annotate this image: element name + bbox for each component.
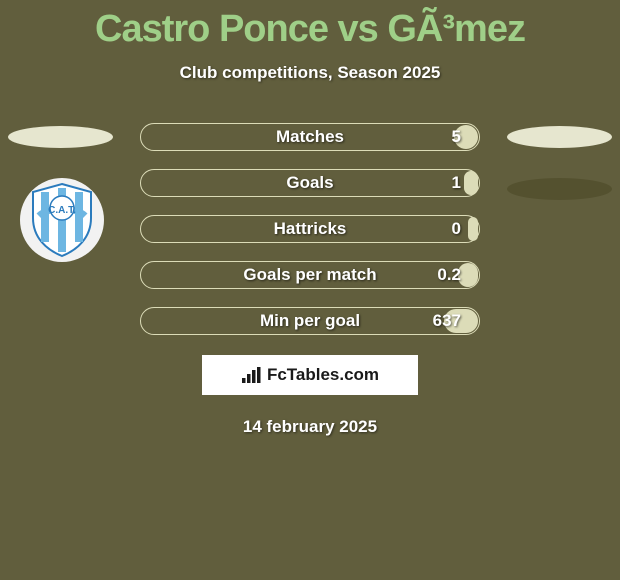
subtitle: Club competitions, Season 2025 (0, 63, 620, 83)
stat-label: Min per goal (260, 311, 360, 331)
stat-label: Goals per match (243, 265, 376, 285)
bars-icon (241, 366, 261, 384)
brand-box: FcTables.com (202, 355, 418, 395)
stat-value: 0.2 (437, 265, 461, 285)
brand-text: FcTables.com (267, 365, 379, 385)
date-text: 14 february 2025 (0, 417, 620, 437)
stat-value: 0 (452, 219, 461, 239)
stats-container: Matches 5 Goals 1 Hattricks 0 Goals per … (0, 123, 620, 335)
stat-row-mpg: Min per goal 637 (140, 307, 480, 335)
stat-value: 637 (433, 311, 461, 331)
stat-value: 1 (452, 173, 461, 193)
stat-fill (464, 171, 478, 195)
stat-row-hattricks: Hattricks 0 (140, 215, 480, 243)
stat-row-goals: Goals 1 (140, 169, 480, 197)
stat-label: Matches (276, 127, 344, 147)
page-title: Castro Ponce vs GÃ³mez (0, 0, 620, 51)
stat-row-gpm: Goals per match 0.2 (140, 261, 480, 289)
stat-row-matches: Matches 5 (140, 123, 480, 151)
stat-label: Goals (286, 173, 333, 193)
stat-fill (468, 217, 478, 241)
stat-label: Hattricks (274, 219, 347, 239)
stat-value: 5 (452, 127, 461, 147)
